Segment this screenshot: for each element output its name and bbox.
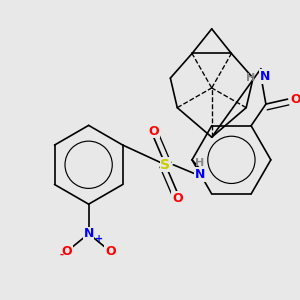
Text: O: O	[290, 93, 300, 106]
Text: N: N	[195, 168, 205, 181]
Text: O: O	[172, 192, 183, 205]
Text: N: N	[83, 227, 94, 240]
Text: O: O	[148, 125, 159, 138]
Text: H: H	[195, 158, 205, 168]
Text: S: S	[160, 158, 170, 172]
Text: +: +	[94, 234, 103, 244]
Text: -: -	[59, 249, 63, 259]
Text: O: O	[62, 245, 72, 258]
Text: H: H	[247, 74, 256, 83]
Text: N: N	[260, 70, 270, 83]
Text: O: O	[105, 245, 116, 258]
